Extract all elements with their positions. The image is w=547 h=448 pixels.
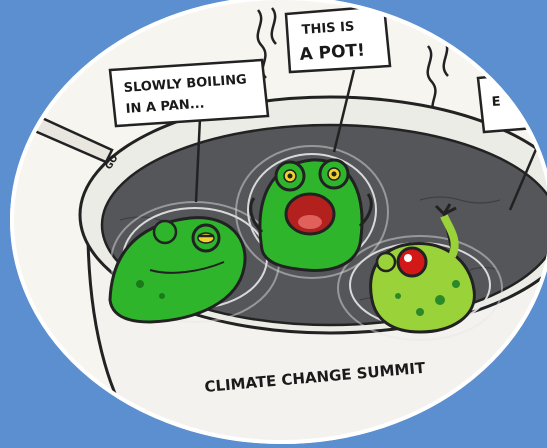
speech-bubble-left: SLOWLY BOILING IN A PAN...: [108, 58, 270, 128]
frog-right-icon: [369, 203, 476, 334]
left-bubble-line2: IN A PAN...: [125, 97, 205, 117]
frog-middle-icon: [249, 158, 373, 272]
frog-left-icon: [108, 216, 247, 324]
right-bubble-text: E: [491, 94, 501, 110]
speech-bubble-middle: THIS IS A POT!: [284, 4, 392, 74]
middle-bubble-line2: A POT!: [299, 40, 366, 65]
middle-bubble-line1: THIS IS: [301, 19, 355, 38]
oval-edge: [10, 0, 547, 444]
speech-tails: [194, 69, 542, 211]
